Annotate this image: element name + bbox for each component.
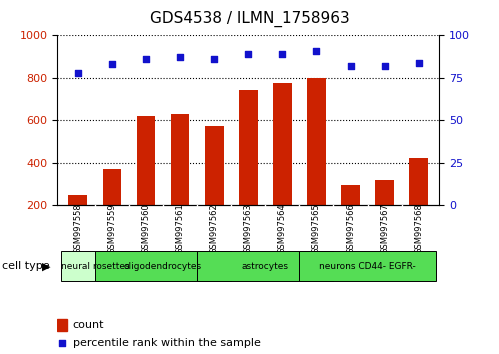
Point bbox=[278, 51, 286, 57]
Point bbox=[415, 60, 423, 65]
Point bbox=[346, 63, 354, 69]
Text: GSM997564: GSM997564 bbox=[278, 203, 287, 254]
Text: astrocytes: astrocytes bbox=[242, 262, 289, 271]
Text: GSM997563: GSM997563 bbox=[244, 203, 253, 254]
Text: cell type: cell type bbox=[2, 261, 50, 272]
Bar bbox=[68, 195, 87, 205]
Text: GSM997561: GSM997561 bbox=[176, 203, 185, 254]
Bar bbox=[375, 180, 394, 205]
Text: GSM997565: GSM997565 bbox=[312, 203, 321, 254]
Point bbox=[108, 62, 116, 67]
Text: neurons CD44- EGFR-: neurons CD44- EGFR- bbox=[319, 262, 416, 271]
Text: GSM997568: GSM997568 bbox=[414, 203, 423, 254]
Bar bbox=[273, 83, 292, 205]
Bar bbox=[299, 251, 436, 281]
Bar bbox=[61, 251, 129, 281]
Bar bbox=[137, 116, 155, 205]
Point bbox=[312, 48, 320, 53]
Bar bbox=[103, 169, 121, 205]
Text: GSM997562: GSM997562 bbox=[210, 203, 219, 254]
Bar bbox=[307, 78, 326, 205]
Point bbox=[286, 259, 294, 265]
Text: GSM997558: GSM997558 bbox=[73, 203, 82, 254]
Bar bbox=[95, 251, 231, 281]
Bar bbox=[171, 114, 190, 205]
Text: oligodendrocytes: oligodendrocytes bbox=[124, 262, 202, 271]
Text: ▶: ▶ bbox=[41, 261, 50, 272]
Bar bbox=[57, 319, 67, 331]
Text: GSM997566: GSM997566 bbox=[346, 203, 355, 254]
Text: neural rosettes: neural rosettes bbox=[60, 262, 129, 271]
Bar bbox=[205, 126, 224, 205]
Point bbox=[210, 56, 218, 62]
Point bbox=[381, 63, 389, 69]
Bar bbox=[409, 158, 428, 205]
Point bbox=[74, 70, 82, 76]
Point bbox=[244, 51, 252, 57]
Point bbox=[176, 55, 184, 60]
Text: GSM997567: GSM997567 bbox=[380, 203, 389, 254]
Bar bbox=[197, 251, 333, 281]
Bar bbox=[341, 185, 360, 205]
Point bbox=[142, 56, 150, 62]
Text: GSM997560: GSM997560 bbox=[142, 203, 151, 254]
Text: GSM997559: GSM997559 bbox=[107, 203, 116, 254]
Text: count: count bbox=[73, 320, 104, 330]
Bar bbox=[239, 90, 257, 205]
Text: GDS4538 / ILMN_1758963: GDS4538 / ILMN_1758963 bbox=[150, 11, 349, 27]
Text: percentile rank within the sample: percentile rank within the sample bbox=[73, 338, 260, 348]
